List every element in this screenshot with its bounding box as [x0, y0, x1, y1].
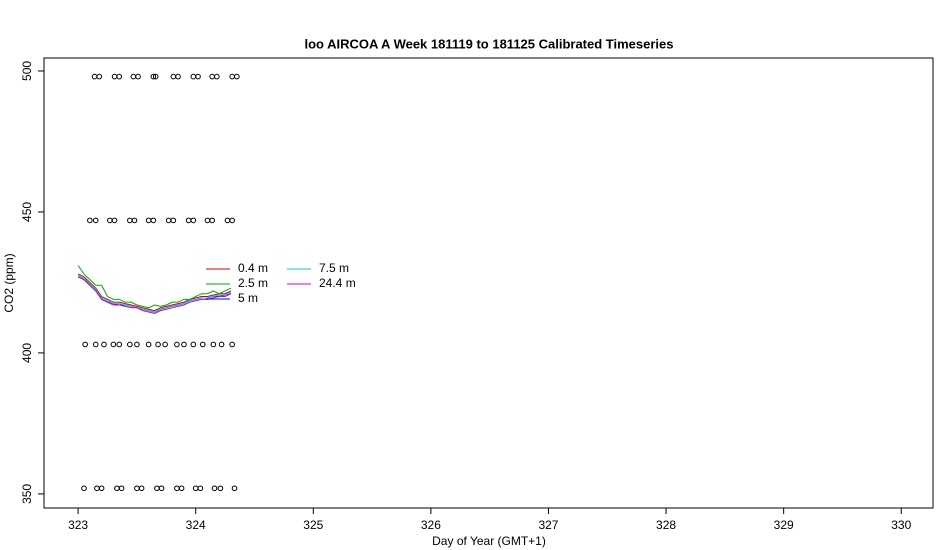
series-line: [77, 276, 232, 313]
x-tick-label: 327: [538, 518, 558, 532]
calibration-point: [181, 341, 187, 348]
legend-label: 7.5 m: [319, 261, 349, 275]
x-tick-label: 324: [186, 518, 206, 532]
calibration-point: [145, 217, 152, 224]
calibration-point: [130, 73, 137, 80]
legend-label: 5 m: [238, 291, 258, 305]
calibration-point: [111, 73, 118, 80]
calibration-point: [152, 73, 159, 80]
calibration-point: [107, 217, 113, 224]
calibration-point: [217, 485, 224, 492]
calibration-point: [209, 217, 215, 224]
calibration-point: [190, 341, 197, 348]
calibration-point: [81, 485, 87, 492]
calibration-point: [94, 485, 100, 492]
calibration-point: [174, 341, 180, 348]
calibration-point: [178, 485, 185, 492]
calibration-point: [190, 73, 197, 80]
calibration-point: [195, 73, 201, 80]
y-tick-label: 350: [20, 484, 34, 504]
calibration-point: [134, 485, 140, 492]
calibration-point: [190, 217, 197, 224]
calibration-point: [145, 341, 152, 348]
x-axis-label: Day of Year (GMT+1): [432, 534, 546, 548]
calibration-point: [192, 485, 199, 492]
calibration-point: [87, 217, 93, 224]
calibration-point: [209, 73, 215, 80]
series-line: [77, 276, 232, 314]
series-line: [77, 265, 232, 309]
calibration-point: [229, 341, 235, 348]
calibration-point: [158, 485, 165, 492]
calibration-point: [218, 341, 225, 348]
calibration-point: [118, 485, 125, 492]
y-tick-label: 450: [20, 202, 34, 222]
calibration-point: [116, 73, 123, 80]
calibration-point: [127, 217, 133, 224]
series-line: [77, 273, 232, 312]
calibration-point: [214, 73, 220, 80]
legend-label: 24.4 m: [319, 276, 356, 290]
calibration-point: [231, 485, 238, 492]
calibration-point: [134, 341, 140, 348]
calibration-point: [155, 341, 161, 348]
calibration-point: [204, 217, 211, 224]
calibration-point: [114, 485, 120, 492]
plot-frame: [43, 57, 934, 509]
x-tick-label: 329: [774, 518, 794, 532]
calibration-point: [154, 485, 160, 492]
calibration-point: [96, 73, 103, 80]
calibration-point: [138, 485, 145, 492]
calibration-point: [210, 341, 217, 348]
calibration-point: [174, 485, 180, 492]
calibration-point: [197, 485, 204, 492]
calibration-point: [131, 217, 138, 224]
calibration-point: [127, 341, 133, 348]
calibration-point: [165, 217, 172, 224]
calibration-point: [170, 217, 177, 224]
x-tick-label: 328: [656, 518, 676, 532]
calibration-point: [82, 341, 88, 348]
calibration-point: [199, 341, 206, 348]
calibration-point: [170, 73, 177, 80]
calibration-point: [211, 485, 218, 492]
legend-label: 2.5 m: [238, 276, 268, 290]
calibration-point: [92, 341, 99, 348]
calibration-point: [150, 73, 157, 80]
x-tick-label: 325: [303, 518, 323, 532]
calibration-point: [150, 217, 157, 224]
legend-label: 0.4 m: [238, 261, 268, 275]
calibration-point: [234, 73, 240, 80]
calibration-point: [111, 217, 118, 224]
calibration-point: [224, 217, 231, 224]
series-line: [77, 274, 232, 313]
calibration-point: [92, 217, 99, 224]
calibration-point: [175, 73, 181, 80]
y-tick-label: 400: [20, 343, 34, 363]
calibration-point: [185, 217, 192, 224]
calibration-point: [101, 341, 107, 348]
calibration-point: [116, 341, 123, 348]
x-tick-label: 326: [421, 518, 441, 532]
x-tick-label: 330: [891, 518, 911, 532]
calibration-point: [229, 73, 235, 80]
calibration-point: [229, 217, 235, 224]
y-tick-label: 500: [20, 61, 34, 81]
calibration-point: [110, 341, 117, 348]
y-axis-label: CO2 (ppm): [2, 253, 16, 312]
calibration-point: [135, 73, 141, 80]
chart-title: loo AIRCOA A Week 181119 to 181125 Calib…: [305, 36, 674, 51]
calibration-point: [162, 341, 168, 348]
calibration-point: [91, 73, 98, 80]
calibration-point: [98, 485, 105, 492]
x-tick-label: 323: [68, 518, 88, 532]
